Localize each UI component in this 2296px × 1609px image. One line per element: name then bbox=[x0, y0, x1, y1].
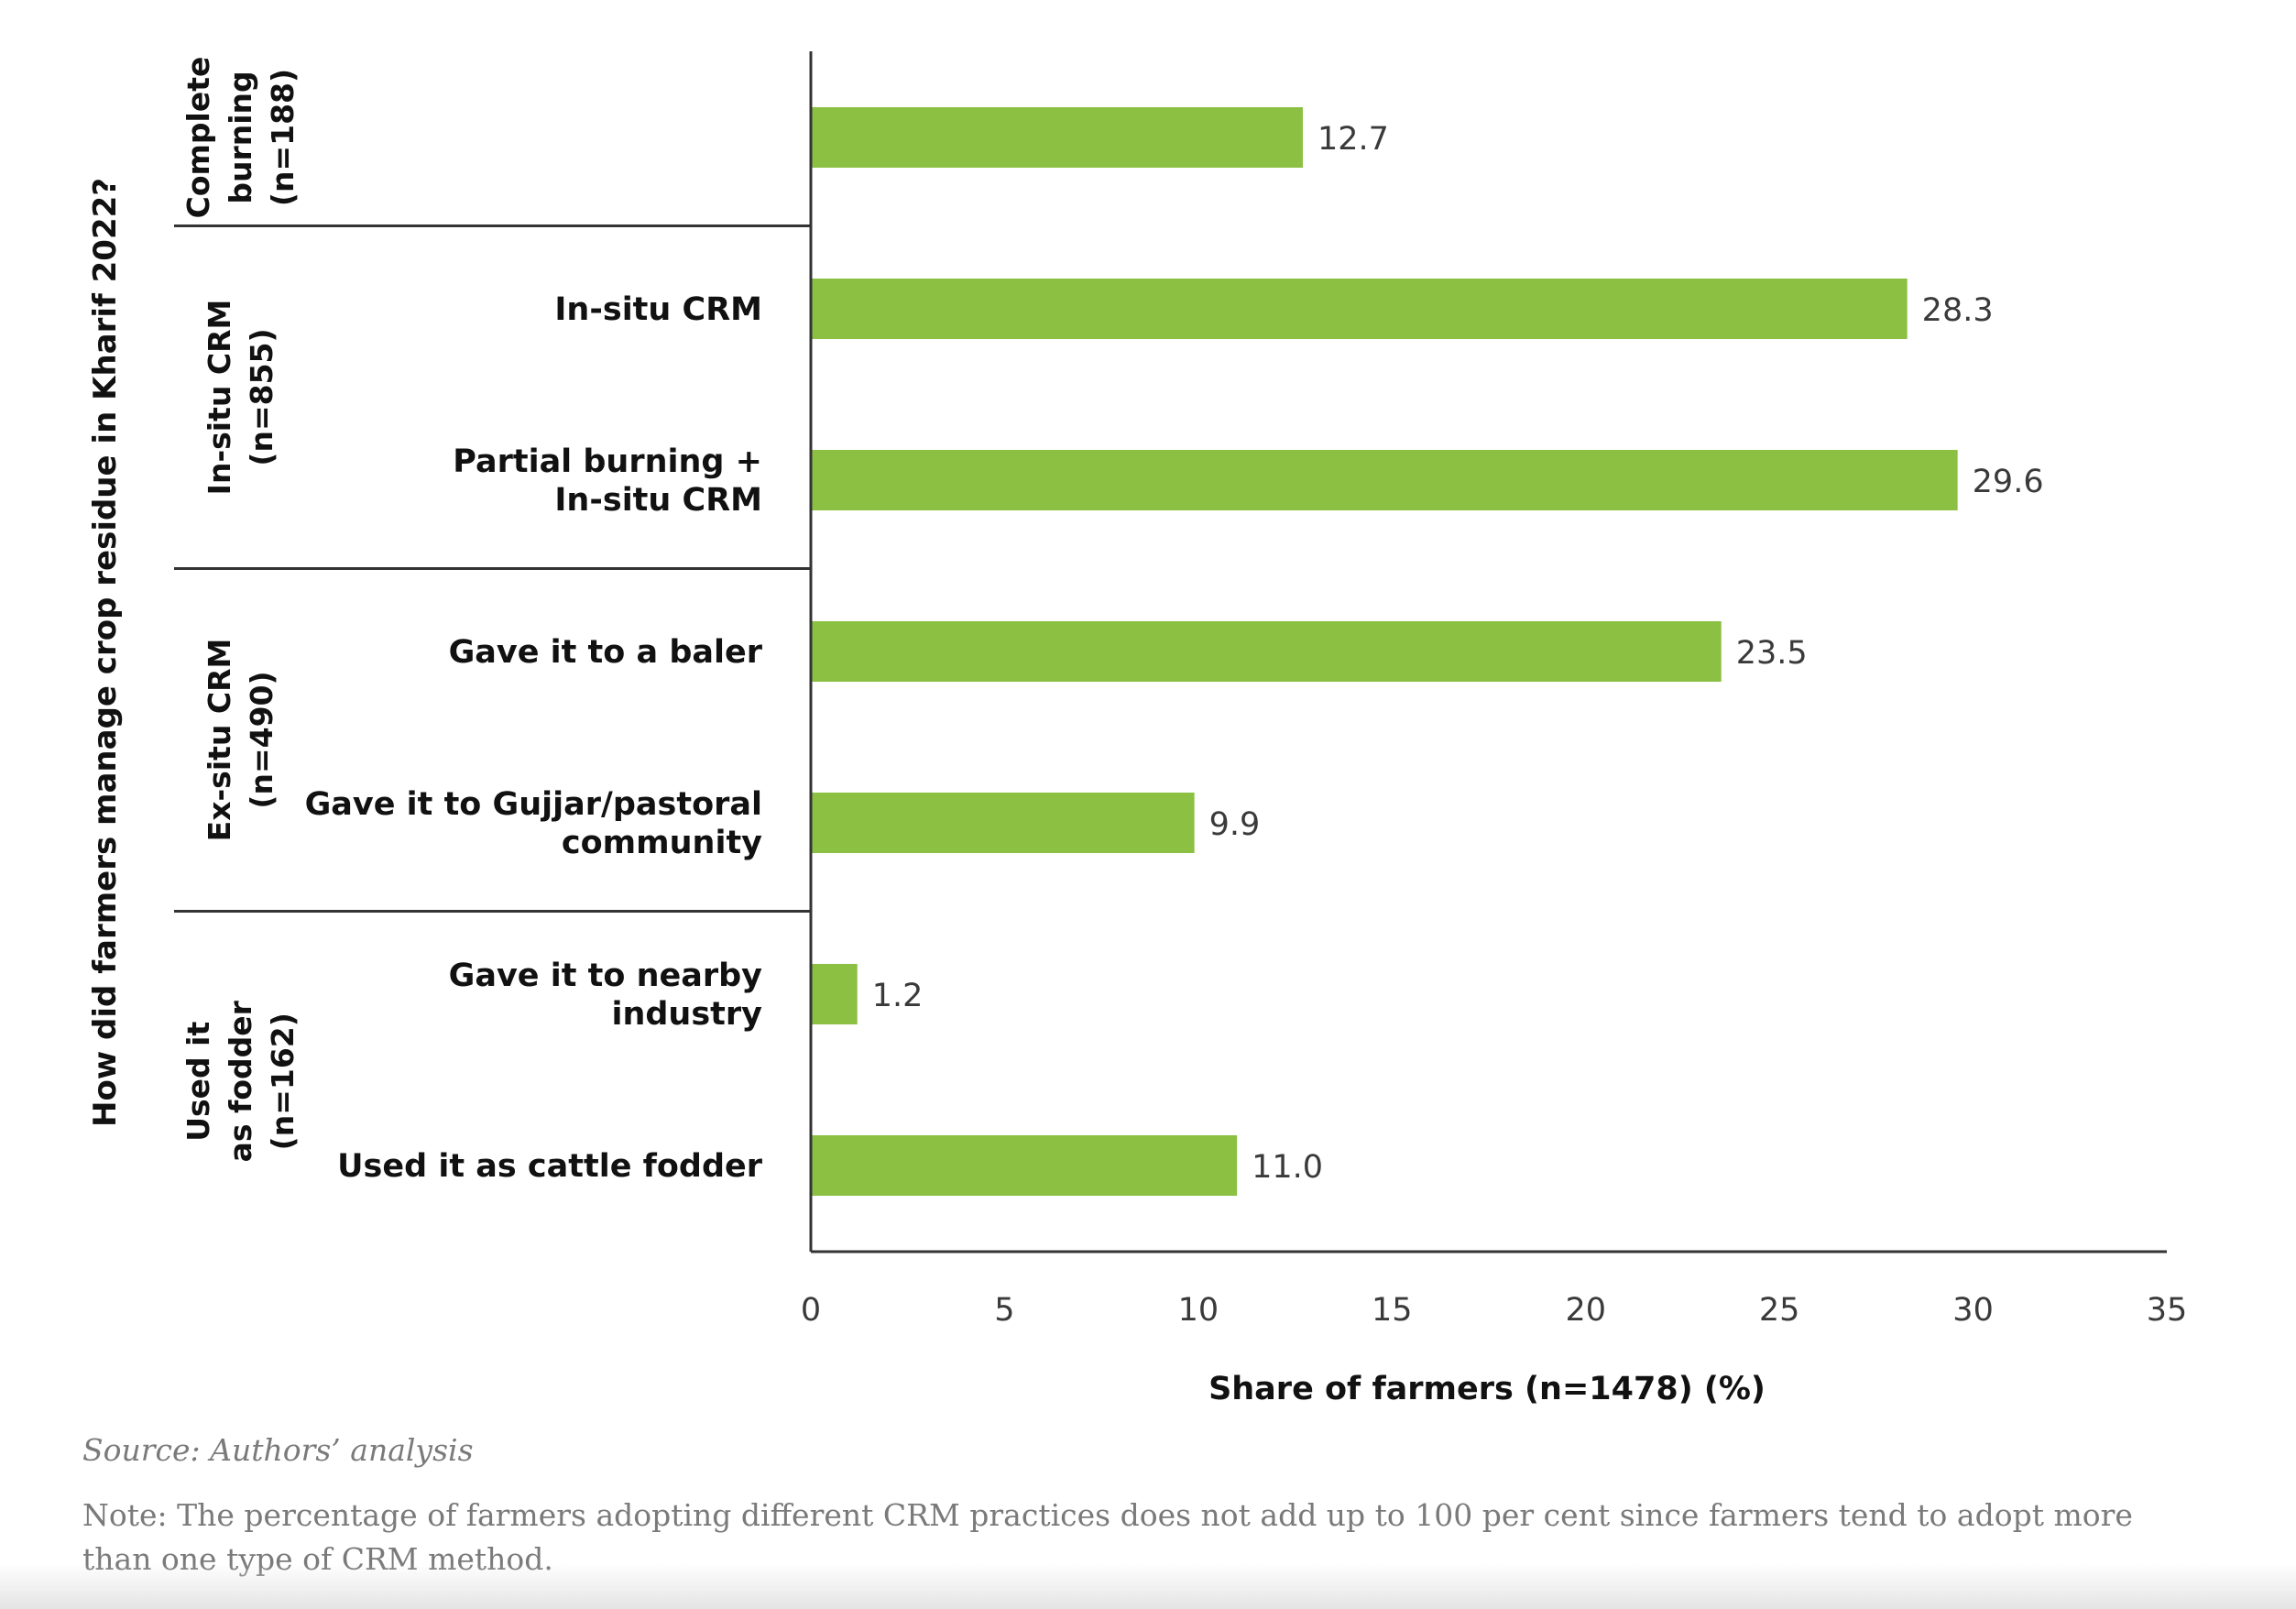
category-label: In-situ CRM bbox=[554, 291, 762, 328]
x-tick-label: 0 bbox=[801, 1292, 821, 1329]
x-tick-label: 25 bbox=[1759, 1292, 1800, 1329]
x-tick-labels: 0 5 10 15 20 25 30 35 bbox=[801, 1292, 2187, 1329]
category-label-line: Used it as cattle fodder bbox=[337, 1148, 763, 1185]
group-label: Complete burning (n=188) bbox=[180, 57, 301, 219]
x-tick-label: 30 bbox=[1952, 1292, 1994, 1329]
footnote: Note: The percentage of farmers adopting… bbox=[82, 1497, 2133, 1577]
bar bbox=[811, 964, 858, 1024]
bar bbox=[811, 621, 1722, 682]
group-label-line: Used it bbox=[180, 1022, 216, 1142]
group-label-line: as fodder bbox=[223, 1000, 258, 1162]
group-label: Ex-situ CRM (n=490) bbox=[202, 639, 279, 842]
category-label: Partial burning + In-situ CRM bbox=[453, 443, 762, 519]
category-label-line: Gave it to Gujjar/pastoral bbox=[305, 786, 762, 823]
x-tick-label: 10 bbox=[1178, 1292, 1219, 1329]
category-label: Gave it to a baler bbox=[449, 634, 763, 671]
group-label-line: (n=188) bbox=[265, 69, 301, 206]
group-label-line: Ex-situ CRM bbox=[202, 639, 237, 842]
group-label-line: burning bbox=[223, 71, 258, 203]
crm-bar-chart: How did farmers manage crop residue in K… bbox=[87, 51, 2187, 1407]
group-separators bbox=[174, 224, 811, 913]
bars bbox=[811, 107, 1958, 1196]
value-label: 23.5 bbox=[1736, 635, 1808, 672]
category-label-line: Partial burning + bbox=[453, 443, 762, 480]
bar bbox=[811, 793, 1195, 853]
category-label: Gave it to Gujjar/pastoral community bbox=[305, 786, 763, 861]
category-label-line: industry bbox=[611, 996, 762, 1033]
group-label-line: (n=855) bbox=[244, 328, 279, 465]
y-axis-title: How did farmers manage crop residue in K… bbox=[87, 178, 124, 1127]
value-label: 12.7 bbox=[1317, 121, 1389, 158]
x-tick-label: 20 bbox=[1565, 1292, 1606, 1329]
category-label-line: Gave it to nearby bbox=[449, 958, 763, 994]
value-label: 9.9 bbox=[1209, 806, 1261, 843]
group-label: In-situ CRM (n=855) bbox=[202, 300, 279, 496]
group-labels: Complete burning (n=188) In-situ CRM (n=855)… bbox=[180, 57, 301, 1163]
group-label-line: Complete bbox=[180, 57, 216, 219]
bar bbox=[811, 1135, 1238, 1196]
category-label-line: Gave it to a baler bbox=[449, 634, 763, 671]
value-label: 28.3 bbox=[1922, 292, 1994, 329]
group-label-line: (n=162) bbox=[265, 1012, 301, 1150]
value-label: 1.2 bbox=[872, 978, 924, 1014]
category-label-line: In-situ CRM bbox=[554, 482, 762, 519]
x-tick-label: 5 bbox=[994, 1292, 1014, 1329]
category-label: Used it as cattle fodder bbox=[337, 1148, 763, 1185]
group-label: Used it as fodder (n=162) bbox=[180, 1000, 301, 1162]
category-label-line: In-situ CRM bbox=[554, 291, 762, 328]
bar bbox=[811, 107, 1304, 168]
x-tick-label: 15 bbox=[1372, 1292, 1413, 1329]
bar bbox=[811, 450, 1958, 510]
value-label: 29.6 bbox=[1973, 464, 2044, 500]
value-labels: 12.7 28.3 29.6 23.5 9.9 1.2 11.0 bbox=[872, 121, 2044, 1186]
category-label-line: community bbox=[562, 825, 762, 861]
x-axis-title: Share of farmers (n=1478) (%) bbox=[1208, 1371, 1766, 1407]
group-label-line: (n=490) bbox=[244, 671, 279, 808]
group-label-line: In-situ CRM bbox=[202, 300, 237, 496]
source-note: Source: Authors’ analysis bbox=[82, 1432, 474, 1468]
value-label: 11.0 bbox=[1252, 1149, 1323, 1186]
x-tick-label: 35 bbox=[2147, 1292, 2188, 1329]
bottom-shadow bbox=[0, 1563, 2296, 1609]
category-label: Gave it to nearby industry bbox=[449, 958, 763, 1033]
bar bbox=[811, 279, 1908, 339]
